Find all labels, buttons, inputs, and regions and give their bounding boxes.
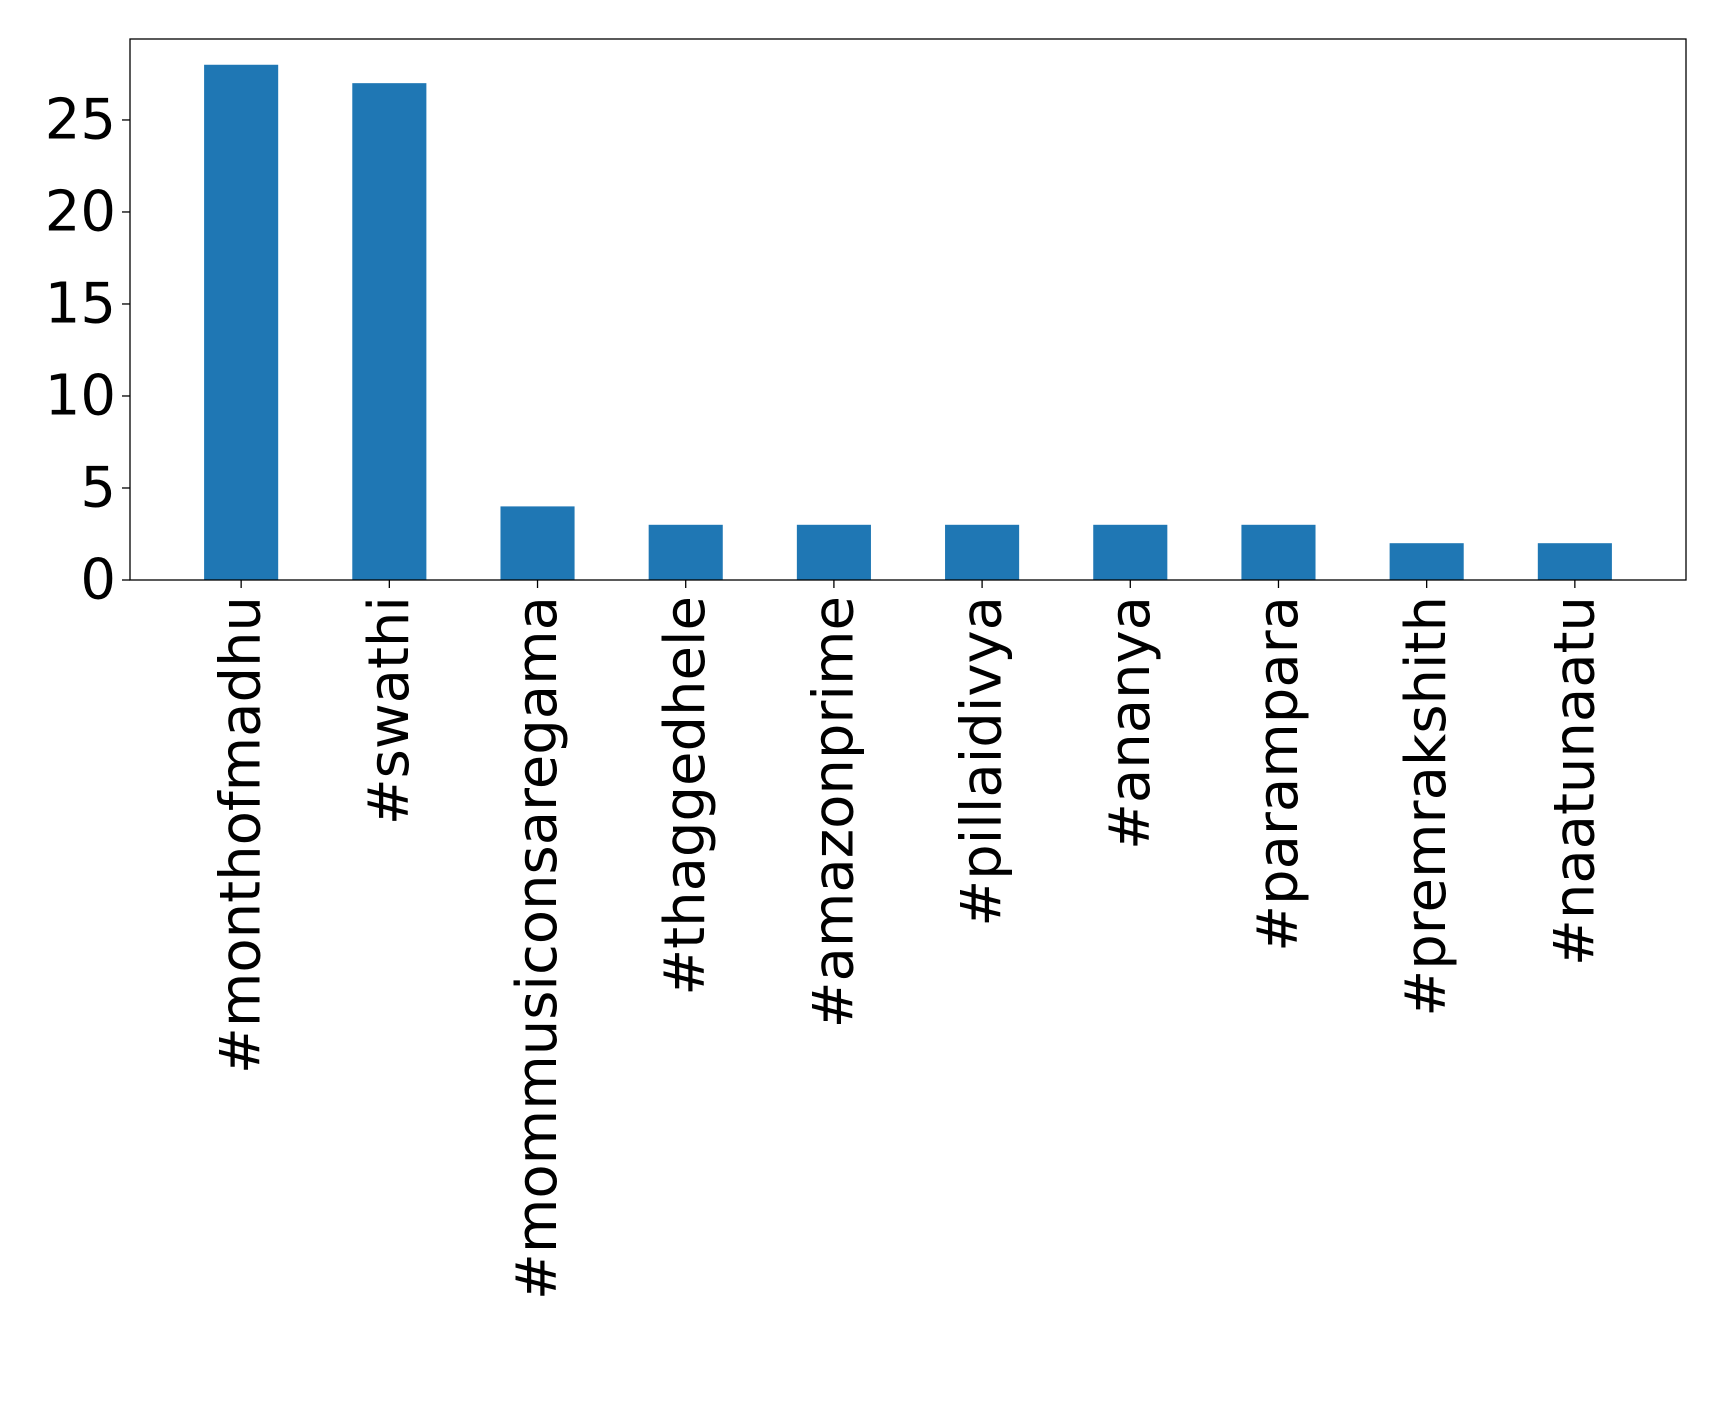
- x-tick-label: #ananya: [1098, 596, 1163, 850]
- x-axis: #monthofmadhu #swathi #mommusiconsaregama #…: [209, 580, 1607, 1300]
- x-tick-label: #pillaidivya: [950, 596, 1015, 927]
- bar-monthofmadhu: [204, 64, 279, 580]
- x-tick-label: #swathi: [357, 596, 422, 825]
- bar-thaggedhele: [648, 524, 723, 580]
- x-tick-label: #monthofmadhu: [209, 596, 274, 1074]
- bar-ananya: [1093, 524, 1168, 580]
- bar-parampara: [1241, 524, 1316, 580]
- y-tick-label: 25: [45, 87, 116, 152]
- bars-group: [204, 64, 1612, 580]
- bar-premrakshith: [1389, 543, 1464, 580]
- bar-naatunaatu: [1537, 543, 1612, 580]
- y-tick-label: 20: [45, 179, 116, 244]
- bar-mommusiconsaregama: [500, 506, 575, 580]
- x-tick-label: #amazonprime: [801, 596, 866, 1028]
- x-tick-label: #premrakshith: [1394, 596, 1459, 1017]
- bar-swathi: [352, 83, 427, 580]
- y-tick-label: 15: [45, 271, 116, 336]
- x-tick-label: #naatunaatu: [1542, 596, 1607, 966]
- x-tick-label: #mommusiconsaregama: [505, 596, 570, 1300]
- x-tick-label: #thaggedhele: [653, 596, 718, 996]
- y-tick-label: 5: [80, 455, 116, 520]
- y-tick-label: 0: [80, 548, 116, 613]
- plot-area-frame: [129, 38, 1687, 581]
- x-tick-label: #parampara: [1246, 596, 1311, 952]
- bar-pillaidivya: [945, 524, 1020, 580]
- y-tick-label: 10: [45, 363, 116, 428]
- bar-amazonprime: [796, 524, 871, 580]
- y-axis: 0 5 10 15 20 25: [45, 87, 130, 613]
